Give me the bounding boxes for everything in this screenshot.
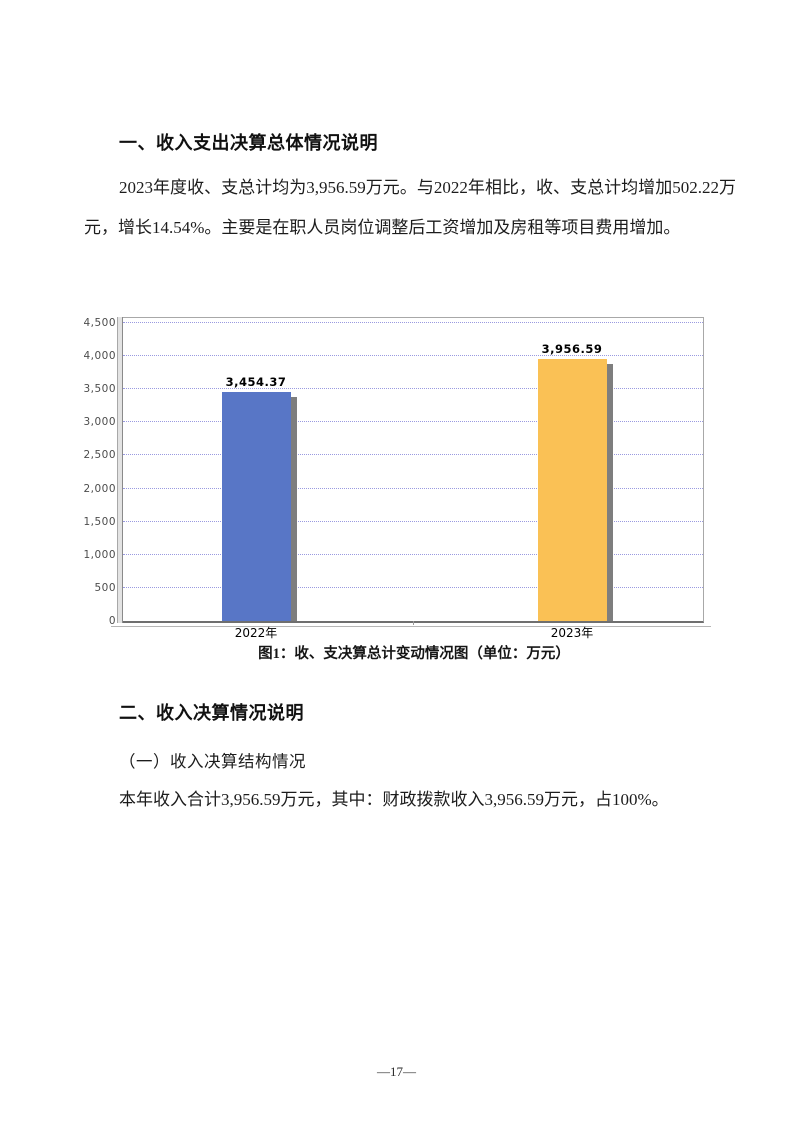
bar-group-2023: 3,956.59 [538, 318, 613, 621]
bar-2022 [222, 392, 291, 621]
paragraph-income: 本年收入合计3,956.59万元，其中：财政拨款收入3,956.59万元，占10… [119, 790, 669, 809]
plot-area: 3,454.37 3,956.59 [111, 317, 711, 627]
y-axis: 0 500 1,000 1,500 2,000 2,500 3,000 3,500 4,000 4… [82, 317, 116, 627]
gridline [123, 388, 703, 389]
x-axis-label-2023: 2023年 [550, 626, 594, 640]
section2-heading: 二、收入决算情况说明 [119, 703, 304, 723]
y-tick-label: 1,500 [83, 516, 116, 528]
gridline [123, 421, 703, 422]
bar-group-2022: 3,454.37 [222, 318, 297, 621]
gridline [123, 355, 703, 356]
section1-heading: 一、收入支出决算总体情况说明 [119, 133, 378, 153]
y-axis-wall [117, 317, 123, 623]
gridline [123, 521, 703, 522]
bar-shadow-2023 [607, 364, 613, 621]
page-number: —17— [377, 1064, 416, 1079]
y-tick-label: 3,000 [83, 416, 116, 428]
gridline [123, 454, 703, 455]
gridline [123, 587, 703, 588]
y-tick-label: 4,000 [83, 350, 116, 362]
y-tick-label: 3,500 [83, 383, 116, 395]
y-tick-label: 500 [94, 582, 116, 594]
paragraph-overview: 2023年度收、支总计均为3,956.59万元。与2022年相比，收、支总计均增… [84, 178, 736, 237]
y-tick-label: 2,000 [83, 483, 116, 495]
y-tick-label: 0 [108, 615, 116, 627]
bar-shadow-2022 [291, 397, 297, 621]
figure-caption: 图1：收、支决算总计变动情况图（单位：万元） [258, 646, 570, 662]
gridline [123, 488, 703, 489]
bar-2023 [538, 359, 607, 621]
gridline [123, 322, 703, 323]
gridline [123, 554, 703, 555]
y-tick-label: 2,500 [83, 449, 116, 461]
bar-value-label-2023: 3,956.59 [541, 342, 603, 356]
bar-value-label-2022: 3,454.37 [225, 375, 287, 389]
y-tick-label: 1,000 [83, 549, 116, 561]
x-axis-floor [111, 626, 711, 627]
x-axis-tick [413, 621, 414, 625]
x-axis-label-2022: 2022年 [234, 626, 278, 640]
subsection-heading: （一）收入决算结构情况 [119, 752, 306, 771]
y-tick-label: 4,500 [83, 317, 116, 329]
